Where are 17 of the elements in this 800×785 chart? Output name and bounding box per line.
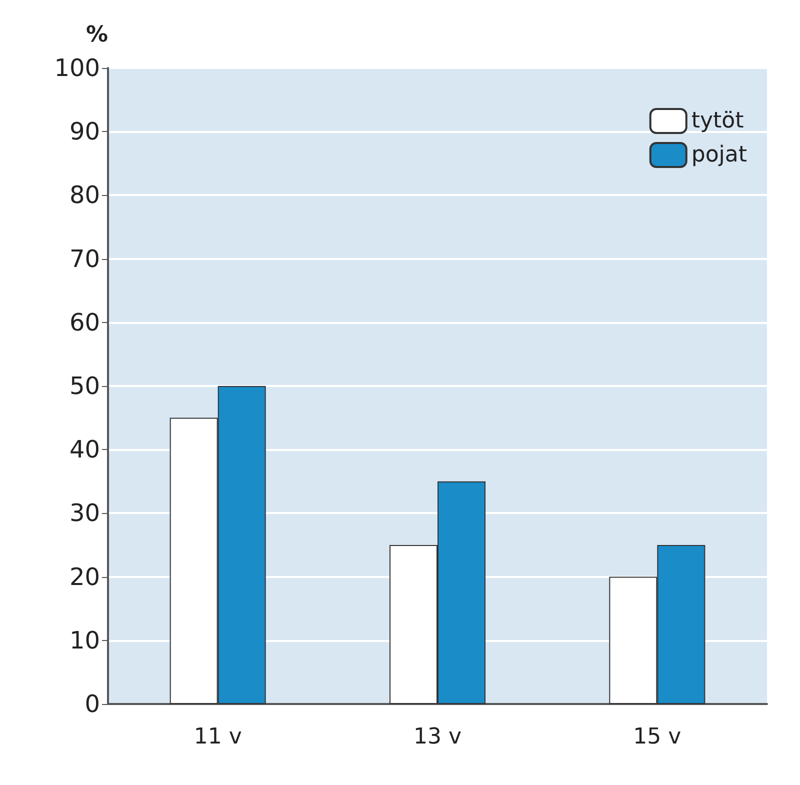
- x-tick-label: 11 v: [194, 724, 242, 750]
- y-tick-label: 80: [69, 181, 100, 210]
- y-tick-label: 20: [69, 562, 100, 591]
- y-tick-label: 40: [69, 436, 100, 464]
- legend-label: pojat: [691, 142, 748, 168]
- y-tick-label: 70: [69, 244, 100, 273]
- y-tick-label: 30: [69, 499, 100, 528]
- y-tick-label: 0: [84, 690, 100, 718]
- y-tick-label: 90: [69, 118, 100, 146]
- y-tick-label: 60: [69, 308, 100, 336]
- y-tick-label: 10: [69, 626, 100, 654]
- y-axis-title: %: [86, 22, 108, 48]
- legend-label: tytöt: [691, 108, 744, 134]
- x-tick-label: 13 v: [413, 724, 462, 750]
- y-tick-label: 100: [54, 54, 100, 82]
- x-tick-label: 15 v: [633, 724, 682, 750]
- y-tick-label: 50: [69, 372, 100, 400]
